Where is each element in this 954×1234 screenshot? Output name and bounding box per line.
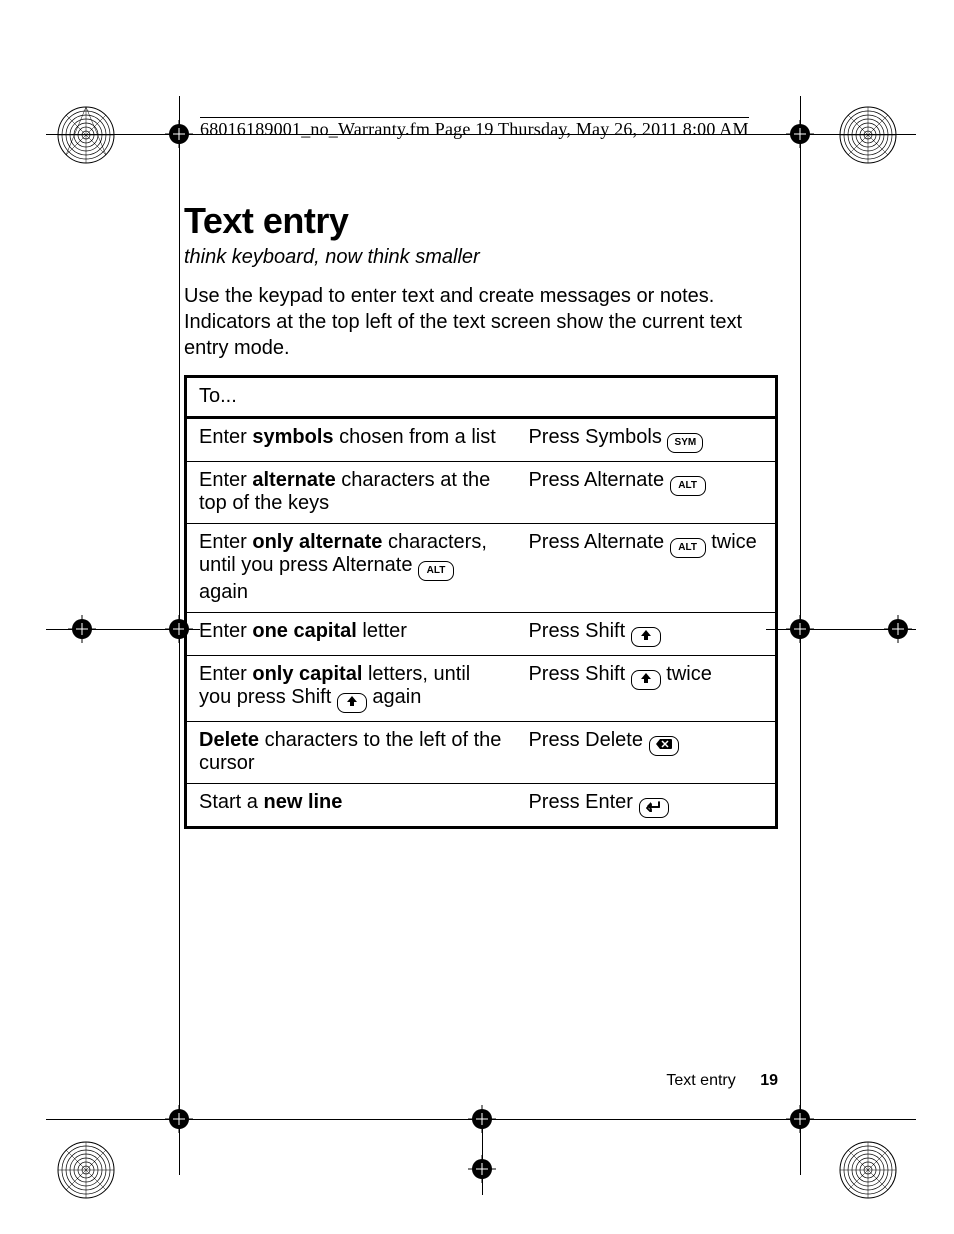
running-head: 68016189001_no_Warranty.fm Page 19 Thurs… xyxy=(200,117,754,140)
crop-cross-icon xyxy=(786,1105,814,1133)
table-row: Enter only alternate characters, until y… xyxy=(186,524,777,613)
shift-key-icon xyxy=(631,627,661,647)
table-cell-desc: Start a new line xyxy=(186,784,517,828)
crop-cross-icon xyxy=(165,120,193,148)
crop-cross-icon xyxy=(786,120,814,148)
crop-cross-icon xyxy=(884,615,912,643)
table-cell-action: Press Alternate ALT twice xyxy=(516,524,776,613)
table-row: Enter one capital letter Press Shift xyxy=(186,613,777,656)
table-cell-desc: Enter only capital letters, until you pr… xyxy=(186,656,517,722)
table-cell-action: Press Alternate ALT xyxy=(516,462,776,524)
page-content: Text entry think keyboard, now think sma… xyxy=(184,200,778,829)
page-footer: Text entry 19 xyxy=(184,1072,778,1090)
table-cell-action: Press Shift xyxy=(516,613,776,656)
table-row: Enter only capital letters, until you pr… xyxy=(186,656,777,722)
table-cell-desc: Enter one capital letter xyxy=(186,613,517,656)
crop-target-icon xyxy=(56,1140,116,1200)
table-row: Enter alternate characters at the top of… xyxy=(186,462,777,524)
table-cell-desc: Enter symbols chosen from a list xyxy=(186,418,517,462)
table-row: Enter symbols chosen from a list Press S… xyxy=(186,418,777,462)
alt-key-icon: ALT xyxy=(670,538,706,558)
enter-key-icon xyxy=(639,798,669,818)
table-cell-desc: Enter only alternate characters, until y… xyxy=(186,524,517,613)
crop-target-icon xyxy=(56,105,116,165)
page-title: Text entry xyxy=(184,200,778,242)
crop-target-icon xyxy=(838,105,898,165)
table-cell-action: Press Enter xyxy=(516,784,776,828)
sym-key-icon: SYM xyxy=(667,433,703,453)
crop-target-icon xyxy=(838,1140,898,1200)
running-head-text: 68016189001_no_Warranty.fm Page 19 Thurs… xyxy=(200,117,749,140)
alt-key-icon: ALT xyxy=(670,476,706,496)
table-cell-desc: Delete characters to the left of the cur… xyxy=(186,722,517,784)
table-header: To... xyxy=(186,377,777,418)
text-entry-table: To... Enter symbols chosen from a list P… xyxy=(184,375,778,829)
shift-key-icon xyxy=(631,670,661,690)
table-row: Start a new line Press Enter xyxy=(186,784,777,828)
table-row: Delete characters to the left of the cur… xyxy=(186,722,777,784)
crop-cross-icon xyxy=(468,1105,496,1133)
intro-paragraph: Use the keypad to enter text and create … xyxy=(184,283,778,361)
crop-cross-icon xyxy=(165,1105,193,1133)
shift-key-icon xyxy=(337,693,367,713)
crop-cross-icon xyxy=(468,1155,496,1183)
table-cell-action: Press Symbols SYM xyxy=(516,418,776,462)
table-cell-action: Press Shift twice xyxy=(516,656,776,722)
page-subtitle: think keyboard, now think smaller xyxy=(184,246,778,269)
delete-key-icon xyxy=(649,736,679,756)
crop-cross-icon xyxy=(786,615,814,643)
table-cell-desc: Enter alternate characters at the top of… xyxy=(186,462,517,524)
alt-key-icon: ALT xyxy=(418,561,454,581)
footer-section-label: Text entry xyxy=(666,1072,735,1089)
table-cell-action: Press Delete xyxy=(516,722,776,784)
footer-page-number: 19 xyxy=(760,1072,778,1089)
crop-cross-icon xyxy=(68,615,96,643)
